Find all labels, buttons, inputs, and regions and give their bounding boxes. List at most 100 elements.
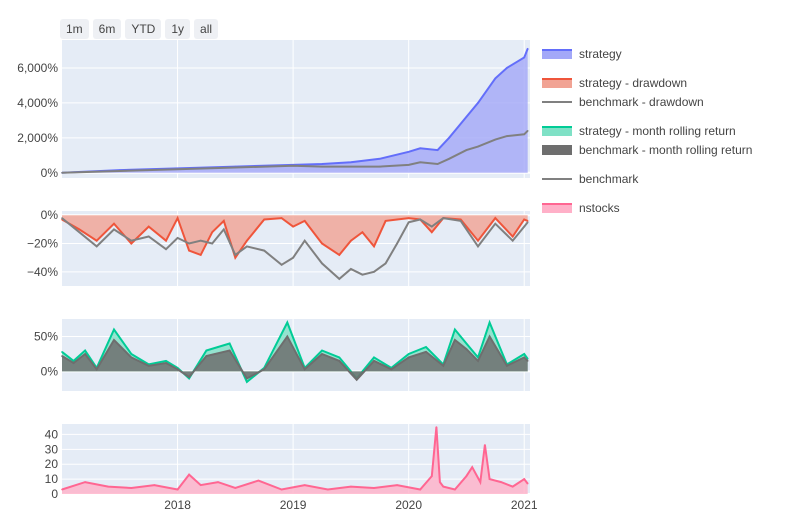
data-point [130, 242, 133, 245]
data-point [506, 365, 508, 367]
data-point [113, 222, 115, 225]
legend-item-strategy-drawdown[interactable]: strategy - drawdown [542, 75, 797, 91]
data-point [95, 245, 98, 248]
data-point [286, 321, 289, 324]
data-point [454, 328, 456, 331]
data-point [479, 481, 482, 483]
data-point [407, 151, 410, 153]
range-button-1y[interactable]: 1y [165, 19, 191, 39]
data-point [526, 482, 529, 485]
data-point [234, 254, 237, 256]
data-point [465, 149, 468, 151]
data-point [448, 137, 450, 139]
data-point [355, 379, 358, 381]
data-point [95, 239, 98, 242]
data-point [130, 356, 133, 359]
data-point [303, 368, 306, 371]
legend-swatch [542, 49, 572, 59]
series-area-benchmark-month-rolling-return [62, 336, 528, 380]
data-point [436, 149, 439, 151]
data-point [465, 342, 468, 345]
y-tick-label: 0% [41, 166, 59, 180]
x-tick-label: 2021 [511, 498, 538, 512]
data-point [199, 254, 202, 256]
data-point [442, 485, 445, 488]
data-point [78, 228, 81, 231]
data-point [165, 248, 167, 250]
data-point [396, 218, 398, 221]
data-point [500, 481, 502, 483]
legend-item-benchmark[interactable]: benchmark [542, 171, 797, 187]
data-point [234, 487, 237, 489]
data-point [477, 102, 479, 104]
y-tick-label: 6,000% [17, 61, 58, 75]
data-point [511, 485, 514, 488]
data-point [84, 481, 86, 483]
data-point [419, 488, 422, 491]
legend-item-nstocks[interactable]: nstocks [542, 200, 797, 216]
data-point [494, 77, 497, 80]
data-point [228, 349, 231, 352]
data-point [188, 249, 190, 252]
data-point [494, 138, 497, 141]
data-point [327, 488, 329, 491]
data-point [373, 245, 375, 248]
data-point [350, 161, 352, 164]
legend-swatch [542, 178, 572, 180]
data-point [407, 221, 410, 224]
data-point [523, 353, 525, 355]
panel-equity: 0% 2,000% 4,000% 6,000% [17, 40, 530, 180]
legend-label: nstocks [579, 201, 620, 215]
data-point [511, 235, 514, 238]
data-point [431, 231, 433, 233]
y-tick-label: 4,000% [17, 96, 58, 110]
data-point [425, 346, 427, 348]
data-point [407, 164, 410, 166]
data-point [280, 217, 283, 219]
data-point [442, 217, 445, 219]
data-point [442, 365, 445, 367]
data-point [84, 353, 86, 355]
data-point [373, 360, 375, 362]
data-point [153, 484, 156, 486]
data-point [246, 239, 248, 242]
data-point [407, 353, 410, 355]
data-point [506, 135, 508, 137]
data-point [425, 351, 427, 353]
data-point [511, 239, 514, 242]
y-tick-label: 50% [34, 329, 58, 343]
legend-item-benchmark-rolling[interactable]: benchmark - month rolling return [542, 142, 797, 158]
data-point [321, 163, 323, 165]
data-point [130, 353, 133, 355]
range-button-6m[interactable]: 6m [92, 19, 122, 39]
data-point [526, 47, 529, 50]
data-point [384, 262, 387, 265]
data-point [471, 466, 474, 469]
data-point [113, 328, 115, 331]
range-button-ytd[interactable]: YTD [125, 19, 162, 39]
legend-swatch [542, 101, 572, 103]
data-point [384, 220, 387, 222]
range-button-all[interactable]: all [194, 19, 219, 39]
data-point [188, 376, 190, 378]
data-point [72, 360, 75, 362]
legend-item-strategy[interactable]: strategy [542, 46, 797, 62]
data-point [526, 220, 529, 222]
data-point [188, 242, 190, 245]
data-point [223, 228, 225, 231]
data-point [292, 256, 294, 259]
data-point [234, 256, 237, 259]
data-point [147, 365, 150, 367]
range-selector: 1m 6m YTD 1y all [60, 19, 219, 39]
range-button-1m[interactable]: 1m [60, 19, 89, 39]
data-point [246, 377, 248, 380]
legend-label: benchmark - month rolling return [579, 143, 753, 157]
legend-item-benchmark-drawdown[interactable]: benchmark - drawdown [542, 94, 797, 110]
data-point [361, 231, 364, 233]
legend-item-strategy-rolling[interactable]: strategy - month rolling return [542, 123, 797, 139]
panel-rolling: 0% 50% [34, 319, 530, 391]
data-point [263, 249, 266, 252]
legend-label: benchmark [579, 172, 639, 186]
